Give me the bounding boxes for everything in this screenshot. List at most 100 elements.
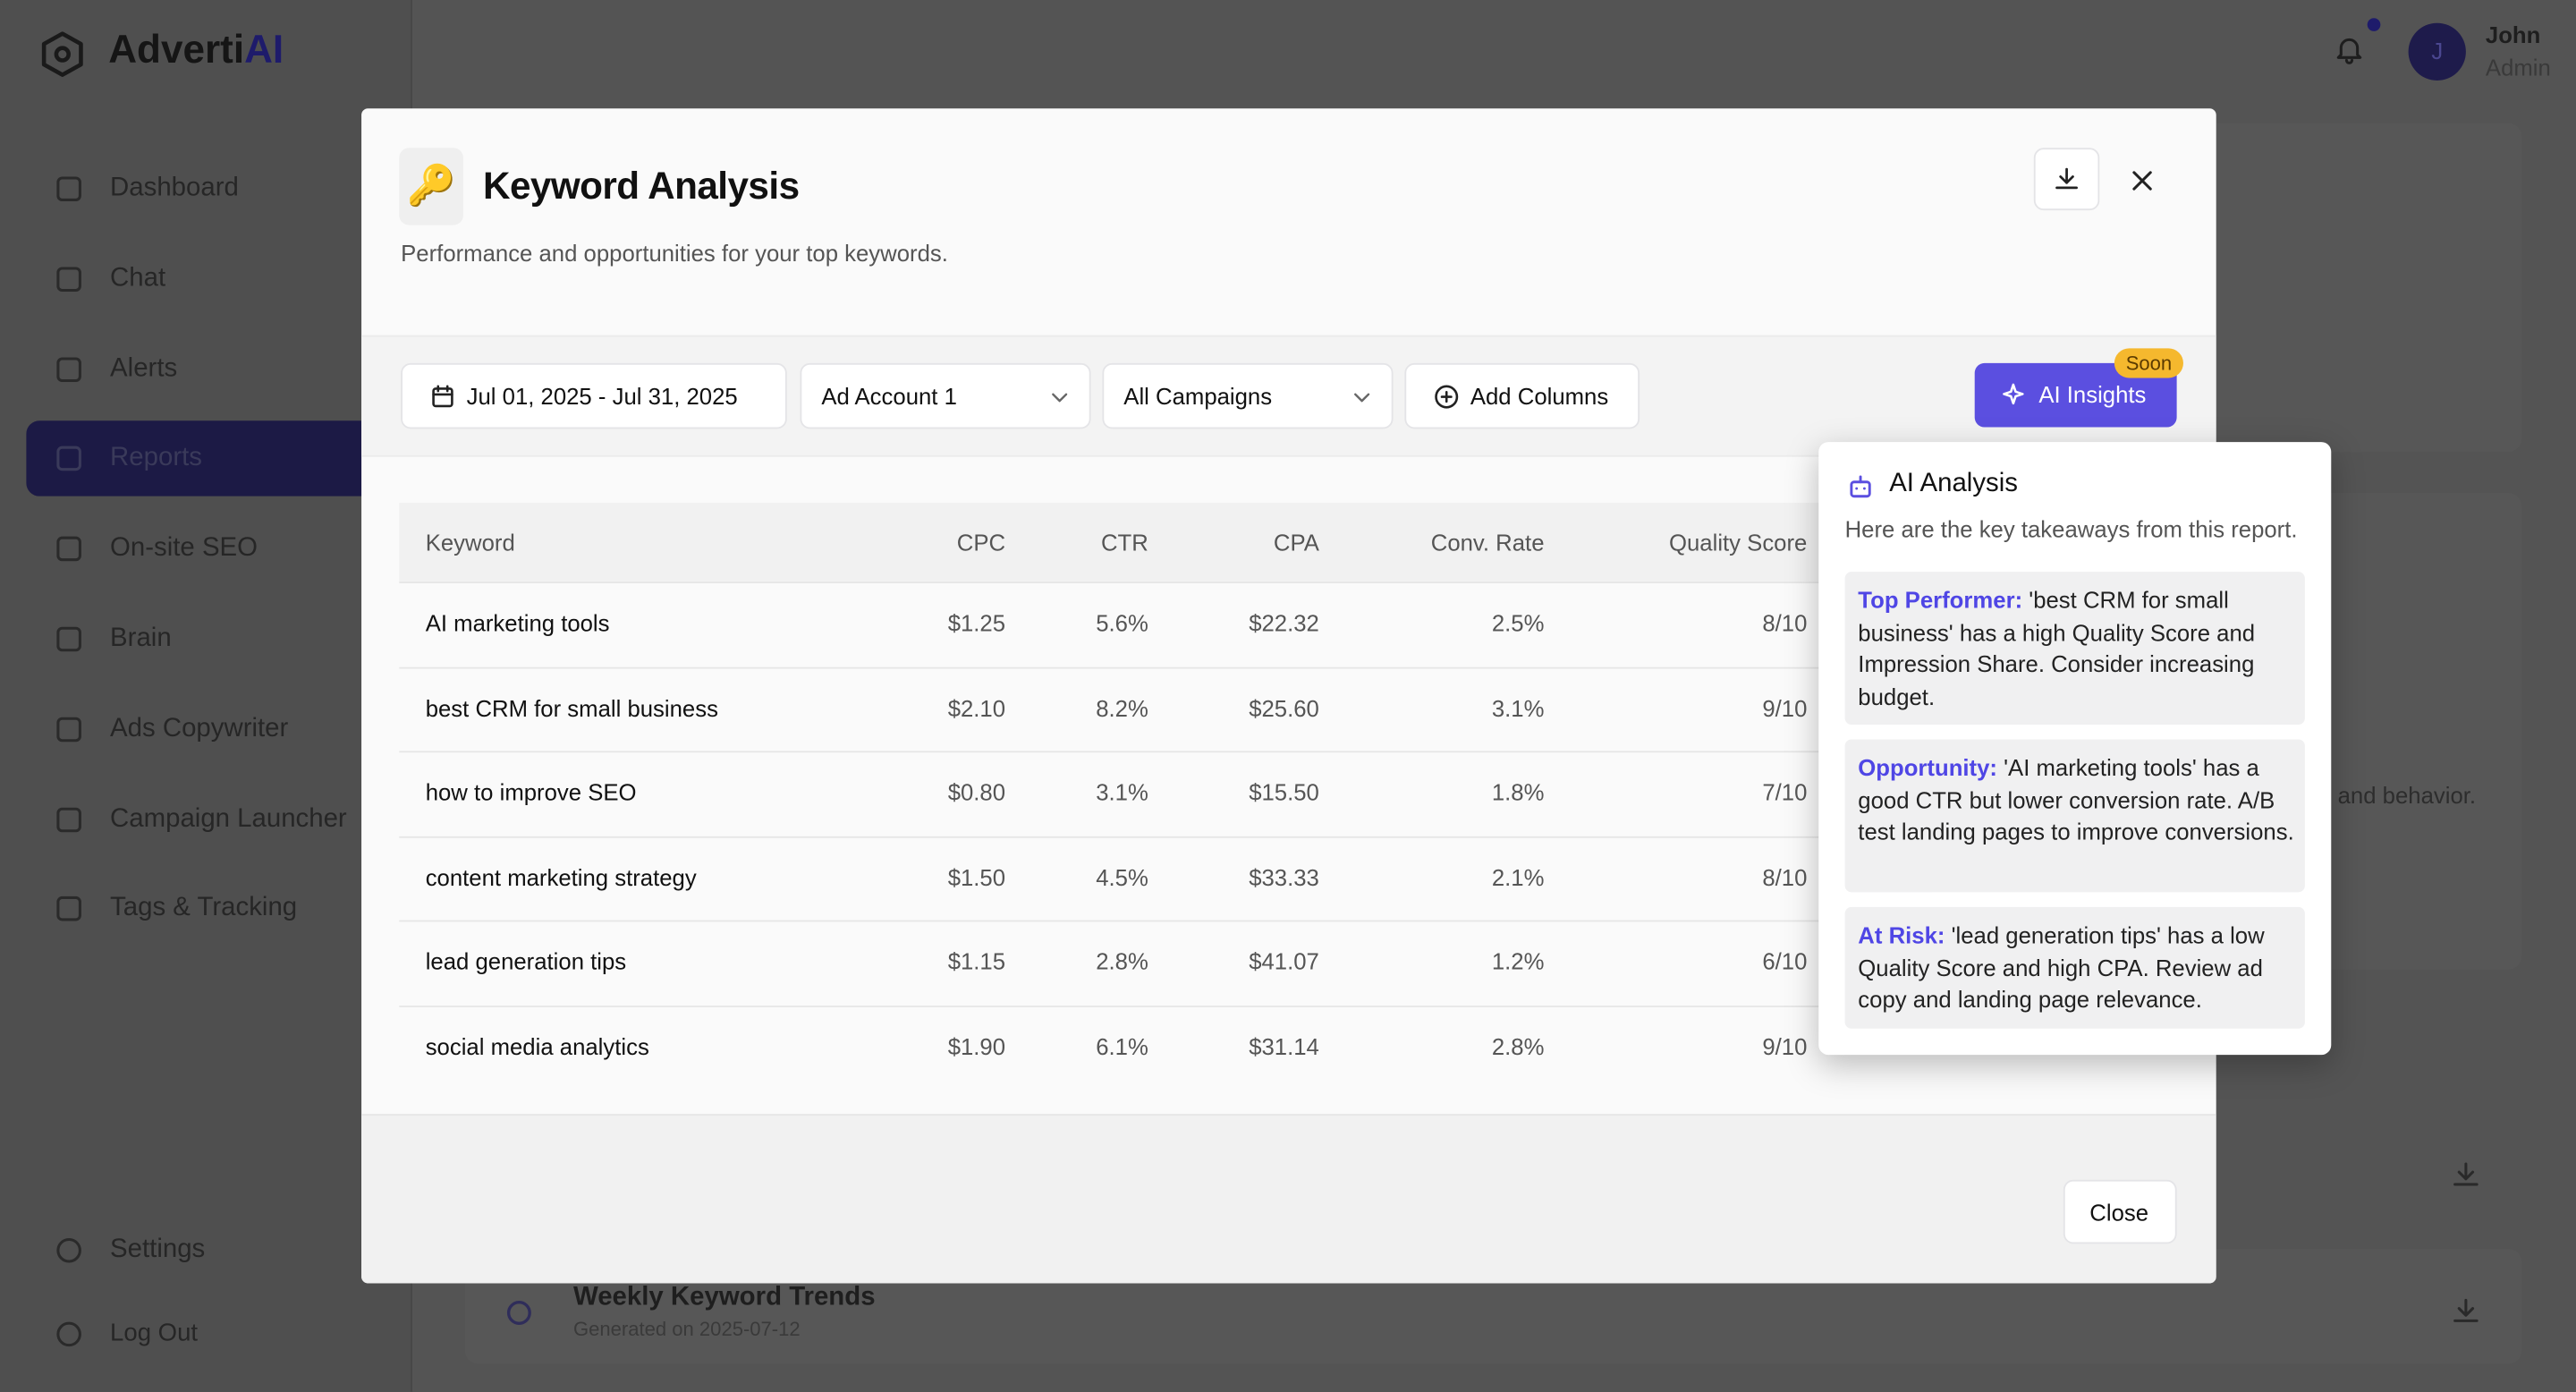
add-columns-button[interactable]: Add Columns	[1404, 362, 1640, 429]
table-cell: 8/10	[1762, 609, 1808, 636]
insight-text: Opportunity: 'AI marketing tools' has a …	[1858, 752, 2295, 849]
table-cell: $2.10	[947, 694, 1006, 721]
nav-item[interactable]: Brain	[26, 601, 420, 676]
bot-icon	[1850, 475, 1871, 498]
campaign-select[interactable]: All Campaigns	[1102, 362, 1394, 429]
download-icon	[2055, 167, 2078, 190]
nav-icon	[56, 1321, 81, 1347]
nav-item[interactable]: Log Out	[26, 1303, 387, 1369]
button-icon	[1435, 385, 1459, 409]
nav-item[interactable]: Reports	[26, 420, 421, 497]
table-header-bg	[399, 503, 1845, 582]
table-cell: $25.60	[1249, 694, 1319, 721]
nav-item[interactable]: Dashboard	[26, 151, 420, 226]
column-header: CTR	[1100, 529, 1148, 556]
nav-item[interactable]: Campaign Launcher	[26, 782, 420, 857]
nav-item[interactable]: Tags & Tracking	[26, 871, 420, 946]
avatar: J	[2408, 22, 2466, 81]
soon-badge: Soon	[2114, 348, 2184, 378]
table-cell: $22.32	[1249, 609, 1319, 636]
insight-text: Top Performer: 'best CRM for small busin…	[1858, 585, 2295, 714]
bg-report-date: Generated on 2025-07-12	[573, 1318, 801, 1341]
row-divider	[399, 581, 1845, 584]
nav-label: Brain	[110, 624, 172, 653]
download-icon	[2453, 1162, 2479, 1186]
insight-card: Top Performer: 'best CRM for small busin…	[1844, 572, 2305, 725]
table-cell: 2.5%	[1491, 609, 1545, 636]
nav-icon	[56, 717, 81, 742]
nav-icon	[56, 176, 81, 201]
nav-item[interactable]: Settings	[26, 1219, 387, 1285]
column-header: CPA	[1273, 529, 1319, 556]
table-cell: $1.90	[947, 1032, 1006, 1059]
insight-body: 'best CRM for small business' has a high…	[1858, 586, 2256, 710]
table-cell: 9/10	[1762, 1032, 1808, 1059]
table-cell: $33.33	[1249, 863, 1319, 890]
insight-body: 'AI marketing tools' has a good CTR but …	[1858, 754, 2294, 845]
table-cell: $15.50	[1249, 778, 1319, 805]
row-divider	[399, 835, 1845, 837]
row-divider	[399, 751, 1845, 753]
keyword-cell: AI marketing tools	[425, 609, 610, 636]
nav-label: Tags & Tracking	[110, 894, 298, 923]
keyword-cell: how to improve SEO	[425, 778, 637, 805]
nav-icon	[56, 806, 81, 832]
nav-item[interactable]: On-site SEO	[26, 512, 420, 587]
column-header: CPC	[956, 529, 1006, 556]
table-cell: $1.50	[947, 863, 1006, 890]
insight-label: At Risk:	[1858, 921, 1945, 948]
date-range-picker[interactable]: Jul 01, 2025 - Jul 31, 2025	[401, 362, 787, 429]
keyword-cell: social media analytics	[425, 1032, 649, 1059]
modal-icon: 🔑	[399, 148, 463, 225]
download-icon	[2453, 1298, 2479, 1322]
chevron-icon	[1052, 393, 1068, 403]
table-cell: 2.8%	[1096, 947, 1148, 975]
keyword-cell: content marketing strategy	[425, 863, 697, 890]
table-cell: 6/10	[1762, 947, 1808, 975]
button-label: Jul 01, 2025 - Jul 31, 2025	[466, 382, 738, 410]
column-header: Keyword	[425, 529, 515, 556]
nav-label: Campaign Launcher	[110, 804, 347, 833]
nav-item[interactable]: Chat	[26, 242, 420, 317]
insight-text: At Risk: 'lead generation tips' has a lo…	[1858, 921, 2295, 1017]
button-label: Ad Account 1	[821, 382, 957, 410]
table-cell: 8.2%	[1096, 694, 1148, 721]
row-divider	[399, 920, 1845, 922]
nav-icon	[56, 1237, 81, 1263]
table-cell: $31.14	[1249, 1032, 1319, 1059]
bg-snippet: and behavior.	[2337, 782, 2477, 809]
nav-label: Settings	[110, 1235, 206, 1264]
user-name: John	[2485, 21, 2541, 48]
nav-icon	[56, 537, 81, 562]
nav-icon	[56, 896, 81, 922]
table-cell: $41.07	[1249, 947, 1319, 975]
nav-icon	[56, 626, 81, 652]
close-button[interactable]: Close	[2063, 1179, 2177, 1244]
nav-item[interactable]: Alerts	[26, 331, 420, 406]
row-divider	[399, 1005, 1845, 1006]
logo: AdvertiAI	[108, 28, 284, 72]
nav-label: Log Out	[110, 1319, 199, 1348]
report-icon	[506, 1301, 531, 1325]
table-cell: 7/10	[1762, 778, 1808, 805]
chevron-icon	[1354, 393, 1370, 403]
bg-card	[2184, 123, 2522, 453]
table-cell: 9/10	[1762, 694, 1808, 721]
table-cell: 1.2%	[1491, 947, 1545, 975]
nav-label: Chat	[110, 264, 166, 293]
insight-card: Opportunity: 'AI marketing tools' has a …	[1844, 739, 2305, 893]
download-button[interactable]	[2033, 148, 2100, 211]
close-icon[interactable]	[2126, 165, 2159, 198]
sidebar: AdvertiAI Dashboard Chat Alerts Reports On-si…	[0, 0, 421, 1392]
account-select[interactable]: Ad Account 1	[800, 362, 1091, 429]
nav-icon	[56, 446, 81, 471]
notification-dot	[2367, 18, 2381, 31]
insight-body: 'lead generation tips' has a low Quality…	[1858, 921, 2265, 1013]
nav-label: Ads Copywriter	[110, 714, 289, 743]
row-divider	[399, 666, 1845, 668]
button-label: All Campaigns	[1123, 382, 1273, 410]
logo-icon	[41, 31, 83, 77]
nav-item[interactable]: Ads Copywriter	[26, 692, 420, 767]
